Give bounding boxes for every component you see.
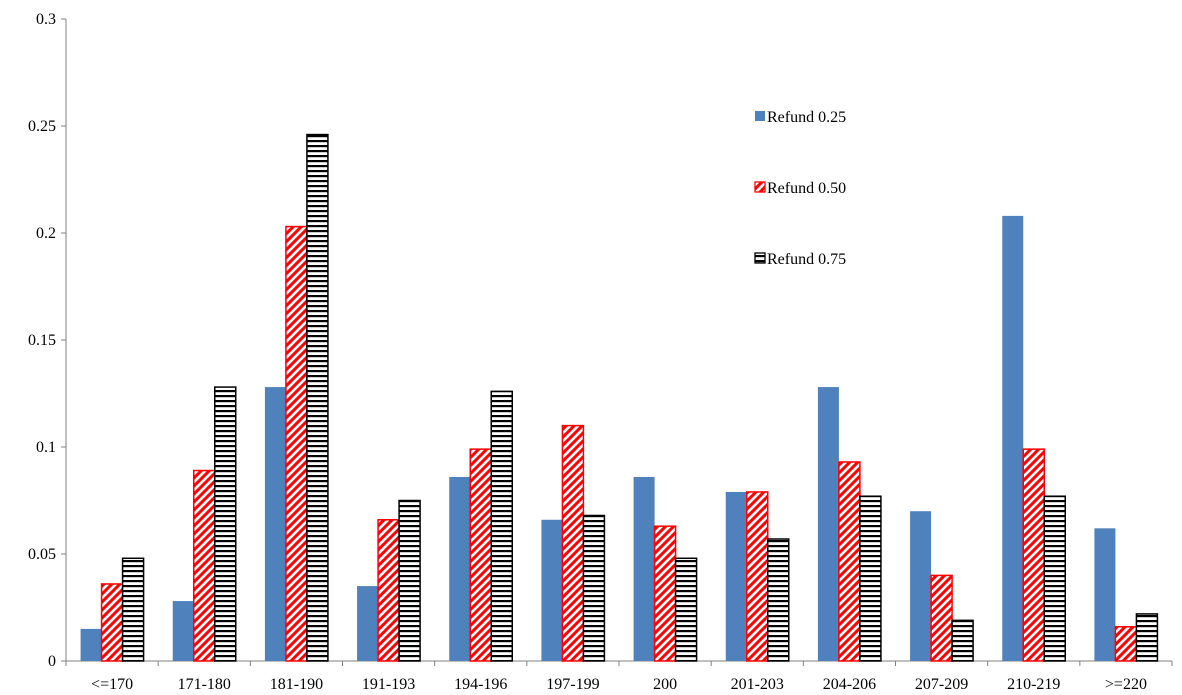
x-tick-label: 197-199 (546, 676, 599, 693)
y-tick-label: 0.15 (28, 332, 56, 349)
bar-horizontal-stripes-4 (490, 390, 513, 662)
bar-solid-4 (449, 476, 471, 661)
bar-solid-3 (357, 586, 379, 661)
bar-solid-9 (910, 511, 932, 661)
x-tick-label: 201-203 (731, 676, 784, 693)
bar-diagonal-stripes-0 (100, 583, 124, 662)
legend-label: Refund 0.75 (767, 251, 846, 268)
bar-solid-2 (264, 387, 286, 661)
bar-horizontal-stripes-2 (306, 133, 329, 662)
y-tick-label: 0.3 (36, 11, 56, 28)
bar-horizontal-stripes-9 (951, 619, 974, 662)
bar-diagonal-stripes-4 (469, 448, 492, 662)
legend-label: Refund 0.25 (767, 109, 846, 126)
x-tick-label: >=220 (1105, 676, 1147, 693)
bar-solid-0 (80, 628, 102, 661)
legend-swatch (754, 252, 766, 264)
bar-horizontal-stripes-5 (582, 514, 606, 662)
bar-horizontal-stripes-0 (121, 557, 145, 662)
bar-horizontal-stripes-11 (1135, 613, 1159, 662)
legend-swatch (754, 181, 766, 193)
bar-diagonal-stripes-11 (1114, 626, 1138, 662)
bar-solid-1 (172, 601, 194, 661)
bar-diagonal-stripes-9 (930, 574, 953, 662)
bar-horizontal-stripes-3 (398, 499, 421, 662)
x-tick-label: 194-196 (454, 676, 507, 693)
bar-solid-8 (817, 387, 839, 661)
x-tick-label: 181-190 (270, 676, 323, 693)
bar-horizontal-stripes-6 (674, 557, 698, 662)
bar-horizontal-stripes-10 (1043, 495, 1066, 662)
legend-swatch (755, 111, 765, 121)
bar-diagonal-stripes-8 (838, 461, 861, 662)
bar-solid-5 (541, 519, 563, 661)
bar-solid-11 (1094, 528, 1116, 661)
bar-solid-6 (633, 476, 655, 661)
bar-horizontal-stripes-1 (214, 386, 237, 662)
x-tick-label: 191-193 (362, 676, 415, 693)
bar-diagonal-stripes-7 (746, 491, 769, 662)
bar-solid-10 (1002, 215, 1024, 661)
bar-solid-7 (725, 491, 747, 661)
x-axis: <=170 171-180 181-190 191-193 194-196 197-199… (65, 660, 1173, 693)
x-tick-label: 210-219 (1007, 676, 1060, 693)
bar-diagonal-stripes-3 (377, 519, 400, 662)
legend-label: Refund 0.50 (767, 180, 846, 197)
bar-diagonal-stripes-1 (193, 469, 216, 662)
bar-diagonal-stripes-5 (561, 424, 585, 662)
x-tick-label: 204-206 (823, 676, 876, 693)
bar-horizontal-stripes-8 (859, 495, 882, 662)
y-tick-label: 0.25 (28, 118, 56, 135)
y-tick-label: 0 (48, 653, 56, 670)
bars (80, 133, 1159, 662)
bar-diagonal-stripes-10 (1022, 448, 1045, 662)
x-tick-label: 200 (653, 676, 677, 693)
y-tick-label: 0.2 (36, 225, 56, 242)
bar-horizontal-stripes-7 (767, 538, 790, 662)
bar-diagonal-stripes-2 (285, 225, 308, 662)
x-tick-label: 171-180 (178, 676, 231, 693)
legend: Refund 0.25 Refund 0.50 Refund 0.75 (754, 109, 846, 268)
y-tick-label: 0.05 (28, 546, 56, 563)
y-axis: 0 0.05 0.1 0.15 0.2 0.25 0.3 (28, 11, 67, 670)
x-tick-label: <=170 (91, 676, 133, 693)
x-tick-label: 207-209 (915, 676, 968, 693)
y-tick-label: 0.1 (36, 439, 56, 456)
bar-diagonal-stripes-6 (653, 525, 677, 662)
